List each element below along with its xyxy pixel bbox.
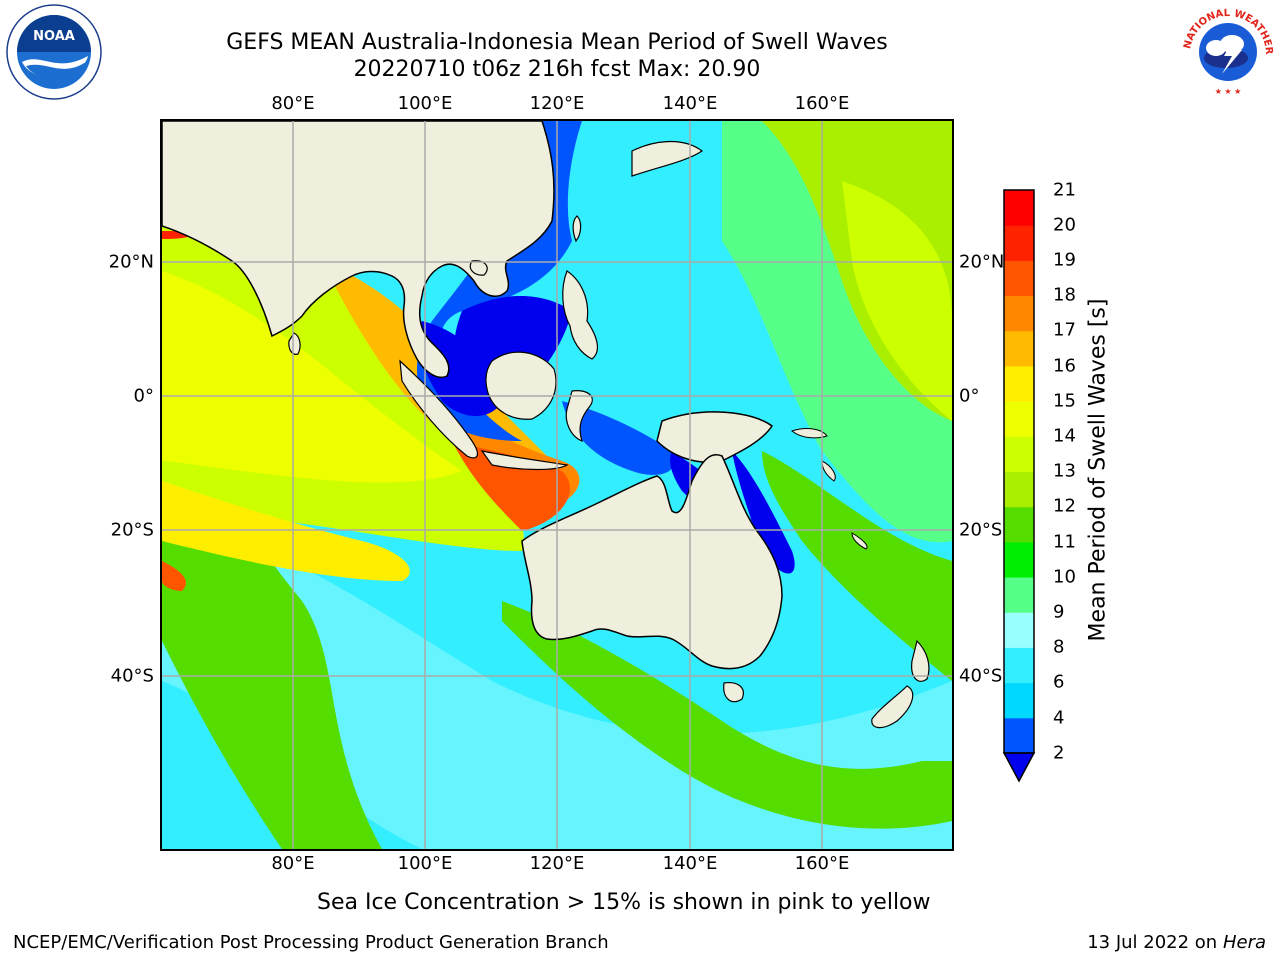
lon-tick-top-140e: 140°E bbox=[662, 93, 718, 114]
colorbar-under-arrow bbox=[1002, 752, 1036, 783]
lat-tick-left-0: 0° bbox=[133, 385, 154, 407]
lon-tick-bottom-80e: 80°E bbox=[271, 853, 315, 874]
noaa-logo: NOAA bbox=[6, 4, 102, 100]
colorbar-segment bbox=[1004, 295, 1034, 332]
swell-period-map bbox=[162, 121, 952, 849]
colorbar-label-14: 14 bbox=[1053, 425, 1076, 447]
footer-credit: NCEP/EMC/Verification Post Processing Pr… bbox=[13, 932, 609, 953]
svg-text:★ ★ ★: ★ ★ ★ bbox=[1215, 87, 1242, 96]
colorbar-label-20: 20 bbox=[1053, 214, 1076, 236]
lon-tick-top-80e: 80°E bbox=[271, 93, 315, 114]
colorbar-label-12: 12 bbox=[1053, 495, 1076, 517]
sea-ice-note: Sea Ice Concentration > 15% is shown in … bbox=[317, 890, 931, 915]
footer-date: 13 Jul 2022 on Hera bbox=[1087, 932, 1266, 953]
lat-tick-left-40s: 40°S bbox=[110, 665, 154, 687]
map-subtitle: 20220710 t06z 216h fcst Max: 20.90 bbox=[353, 57, 761, 82]
lat-tick-left-20n: 20°N bbox=[108, 251, 154, 273]
colorbar-segment bbox=[1004, 471, 1034, 508]
colorbar-segment bbox=[1004, 682, 1034, 719]
colorbar-segment bbox=[1004, 225, 1034, 261]
colorbar-segment bbox=[1004, 401, 1034, 437]
colorbar-label-16: 16 bbox=[1053, 355, 1076, 377]
colorbar-segment bbox=[1004, 647, 1034, 684]
colorbar-label-21: 21 bbox=[1053, 179, 1076, 201]
lon-tick-bottom-140e: 140°E bbox=[662, 853, 718, 874]
lon-tick-top-120e: 120°E bbox=[529, 93, 585, 114]
colorbar-segment bbox=[1004, 260, 1034, 297]
map-frame bbox=[160, 119, 954, 851]
colorbar-label-6: 6 bbox=[1053, 671, 1065, 693]
colorbar-label-13: 13 bbox=[1053, 460, 1076, 482]
lat-tick-right-40s: 40°S bbox=[959, 665, 1003, 687]
lon-tick-bottom-120e: 120°E bbox=[529, 853, 585, 874]
colorbar-segment bbox=[1004, 365, 1034, 402]
nws-logo: NATIONAL WEATHER SERVICE ★ ★ ★ bbox=[1174, 0, 1278, 98]
colorbar-segment bbox=[1004, 330, 1034, 367]
colorbar-label-15: 15 bbox=[1053, 390, 1076, 412]
colorbar-label-10: 10 bbox=[1053, 566, 1076, 588]
lon-tick-top-100e: 100°E bbox=[397, 93, 453, 114]
colorbar-label-2: 2 bbox=[1053, 742, 1065, 764]
footer-date-text: 13 Jul 2022 on bbox=[1087, 932, 1223, 953]
lat-tick-right-0: 0° bbox=[959, 385, 980, 407]
colorbar bbox=[1000, 186, 1040, 786]
colorbar-segment bbox=[1004, 717, 1034, 754]
map-title: GEFS MEAN Australia-Indonesia Mean Perio… bbox=[226, 30, 888, 55]
lat-tick-right-20s: 20°S bbox=[959, 519, 1003, 541]
colorbar-segment bbox=[1004, 506, 1034, 543]
lat-tick-left-20s: 20°S bbox=[110, 519, 154, 541]
colorbar-label-4: 4 bbox=[1053, 707, 1065, 729]
colorbar-title: Mean Period of Swell Waves [s] bbox=[1085, 298, 1111, 642]
lon-tick-top-160e: 160°E bbox=[794, 93, 850, 114]
footer-host: Hera bbox=[1222, 932, 1266, 953]
colorbar-label-19: 19 bbox=[1053, 249, 1076, 271]
colorbar-label-18: 18 bbox=[1053, 284, 1076, 306]
colorbar-label-9: 9 bbox=[1053, 601, 1065, 623]
lon-tick-bottom-160e: 160°E bbox=[794, 853, 850, 874]
colorbar-segment bbox=[1004, 541, 1034, 578]
noaa-logo-text: NOAA bbox=[33, 29, 75, 44]
colorbar-segment bbox=[1004, 577, 1034, 613]
colorbar-label-17: 17 bbox=[1053, 319, 1076, 341]
colorbar-outline bbox=[1003, 189, 1035, 754]
colorbar-segment bbox=[1004, 190, 1034, 226]
colorbar-segment bbox=[1004, 436, 1034, 472]
colorbar-label-11: 11 bbox=[1053, 531, 1076, 553]
lat-tick-right-20n: 20°N bbox=[959, 251, 1005, 273]
lon-tick-bottom-100e: 100°E bbox=[397, 853, 453, 874]
colorbar-graphic bbox=[1002, 189, 1036, 783]
colorbar-segment bbox=[1004, 612, 1034, 648]
colorbar-label-8: 8 bbox=[1053, 636, 1065, 658]
